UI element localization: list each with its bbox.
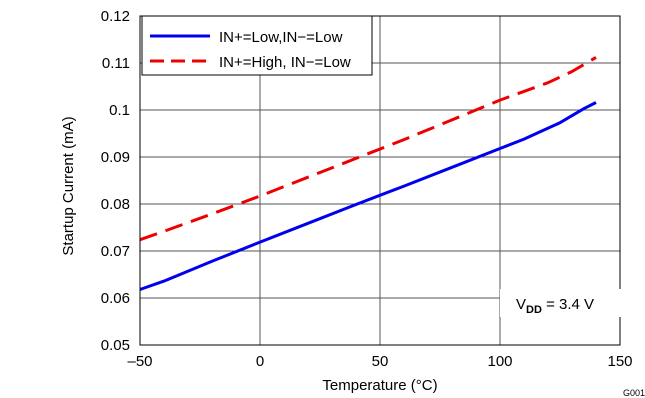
series-line-high-low [139,56,597,242]
legend-box [141,15,373,76]
x-axis-label: Temperature (°C) [322,377,437,394]
vdd-annotation-box [500,289,621,317]
x-tick-label: 100 [487,353,512,370]
vdd-annotation-value: = 3.4 V [542,296,594,313]
y-axis-label: Startup Current (mA) [60,116,77,255]
vdd-annotation-sub: DD [526,304,542,316]
data-series [139,56,597,291]
legend-label-high-low: IN+=High, IN−=Low [219,54,351,71]
x-tick-label: 150 [607,353,632,370]
y-tick-label: 0.12 [101,8,130,25]
grid-lines [139,15,621,346]
series-line-low-low [139,101,597,291]
y-tick-label: 0.11 [102,55,130,72]
y-tick-label: 0.08 [101,196,130,213]
y-tick-label: 0.1 [109,102,130,119]
vdd-annotation: VDD = 3.4 V [516,296,594,316]
y-tick-label: 0.05 [101,337,130,354]
y-tick-label: 0.06 [101,290,130,307]
x-tick-label: 0 [256,353,264,370]
x-tick-label: –50 [127,353,152,370]
y-tick-label: 0.09 [101,149,130,166]
y-tick-labels: 0.05 0.06 0.07 0.08 0.09 0.1 0.11 0.12 [101,8,130,354]
figure-id: G001 [623,388,645,398]
legend: IN+=Low,IN−=Low IN+=High, IN−=Low [141,15,373,76]
y-tick-label: 0.07 [101,243,130,260]
x-tick-labels: –50 0 50 100 150 [127,353,632,370]
x-tick-label: 50 [372,353,389,370]
legend-label-low-low: IN+=Low,IN−=Low [219,29,343,46]
vdd-annotation-v: V [516,296,526,313]
plot-frame [139,15,621,346]
